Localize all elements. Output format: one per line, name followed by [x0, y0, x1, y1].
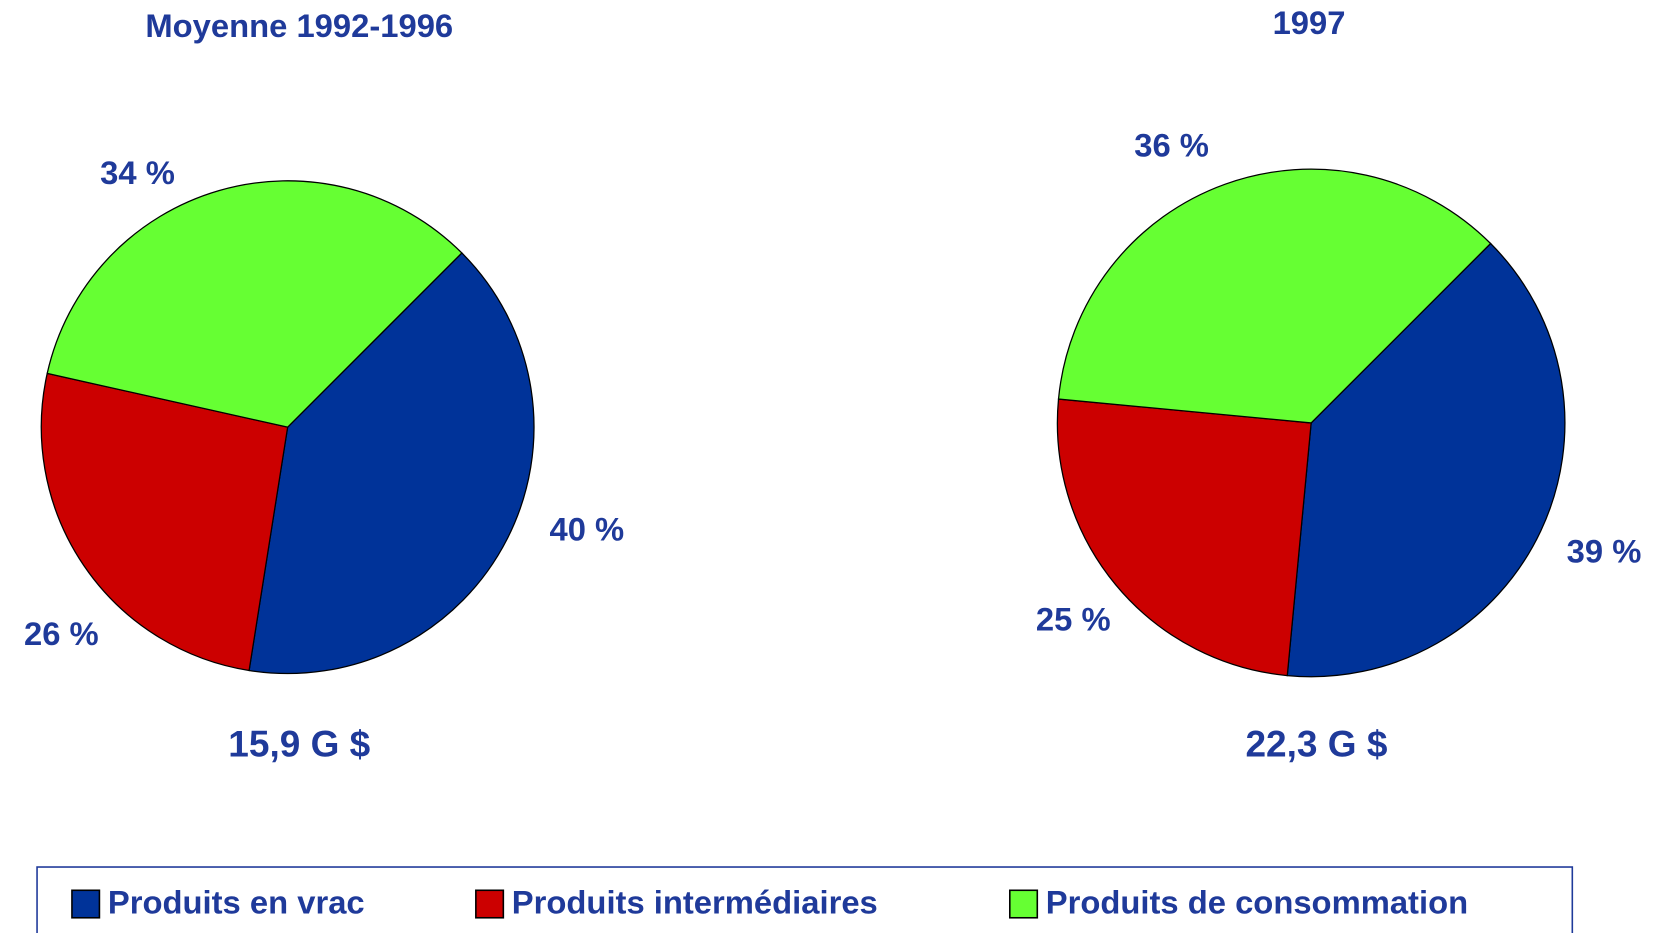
pie-slice — [1057, 168, 1492, 424]
legend-label: Produits intermédiaires — [512, 884, 878, 921]
chart-title: 1997 — [1273, 4, 1346, 41]
chart-title: Moyenne 1992-1996 — [145, 7, 453, 44]
legend-swatch — [71, 889, 101, 919]
legend-swatch — [1009, 889, 1039, 919]
slice-label: 26 % — [24, 615, 99, 652]
legend-swatch — [475, 889, 505, 919]
pie-slice — [1286, 242, 1566, 678]
total-label: 22,3 G $ — [1245, 723, 1387, 764]
total-label: 15,9 G $ — [228, 723, 370, 764]
legend-box — [36, 866, 1574, 933]
pie-slice — [40, 372, 289, 672]
pie-slice — [248, 252, 535, 675]
legend-label: Produits de consommation — [1046, 884, 1468, 921]
slice-label: 25 % — [1036, 600, 1111, 637]
slice-label: 36 % — [1134, 127, 1209, 164]
slice-label: 39 % — [1567, 533, 1642, 570]
pie-slice — [1056, 398, 1312, 677]
slice-label: 34 % — [100, 154, 175, 191]
legend-label: Produits en vrac — [108, 884, 365, 921]
pie-slice — [46, 180, 463, 428]
slice-label: 40 % — [550, 511, 625, 548]
